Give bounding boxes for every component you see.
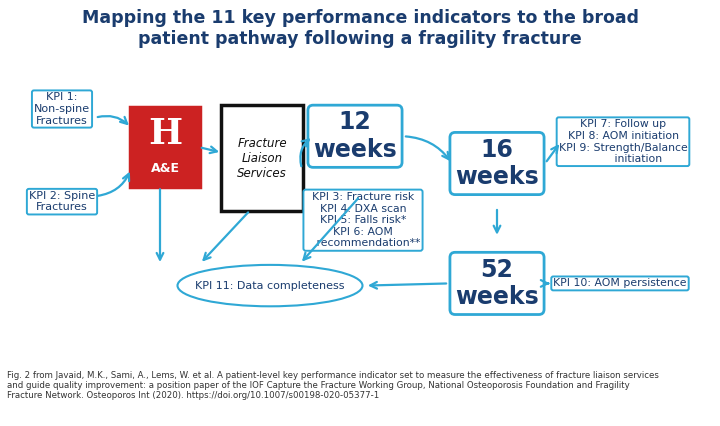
Text: 16
weeks: 16 weeks bbox=[455, 138, 539, 190]
Text: KPI 10: AOM persistence: KPI 10: AOM persistence bbox=[553, 279, 687, 288]
Text: KPI 7: Follow up
KPI 8: AOM initiation
KPI 9: Strength/Balance
         initiati: KPI 7: Follow up KPI 8: AOM initiation K… bbox=[559, 119, 688, 164]
Text: KPI 3: Fracture risk
KPI 4: DXA scan
KPI 5: Falls risk*
KPI 6: AOM
   recommenda: KPI 3: Fracture risk KPI 4: DXA scan KPI… bbox=[306, 192, 420, 248]
Text: H: H bbox=[148, 117, 182, 151]
FancyBboxPatch shape bbox=[130, 107, 200, 187]
Text: KPI 11: Data completeness: KPI 11: Data completeness bbox=[195, 281, 345, 291]
Text: 52
weeks: 52 weeks bbox=[455, 257, 539, 309]
Text: KPI 2: Spine
Fractures: KPI 2: Spine Fractures bbox=[29, 191, 95, 213]
Text: 12
weeks: 12 weeks bbox=[313, 110, 397, 162]
Text: A&E: A&E bbox=[150, 162, 179, 176]
Text: KPI 1:
Non-spine
Fractures: KPI 1: Non-spine Fractures bbox=[34, 92, 90, 126]
FancyBboxPatch shape bbox=[221, 105, 303, 211]
Text: Mapping the 11 key performance indicators to the broad
patient pathway following: Mapping the 11 key performance indicator… bbox=[81, 9, 639, 48]
Text: Fracture
Liaison
Services: Fracture Liaison Services bbox=[237, 137, 287, 179]
Text: Fig. 2 from Javaid, M.K., Sami, A., Lems, W. et al. A patient-level key performa: Fig. 2 from Javaid, M.K., Sami, A., Lems… bbox=[7, 371, 659, 400]
Ellipse shape bbox=[178, 265, 362, 306]
